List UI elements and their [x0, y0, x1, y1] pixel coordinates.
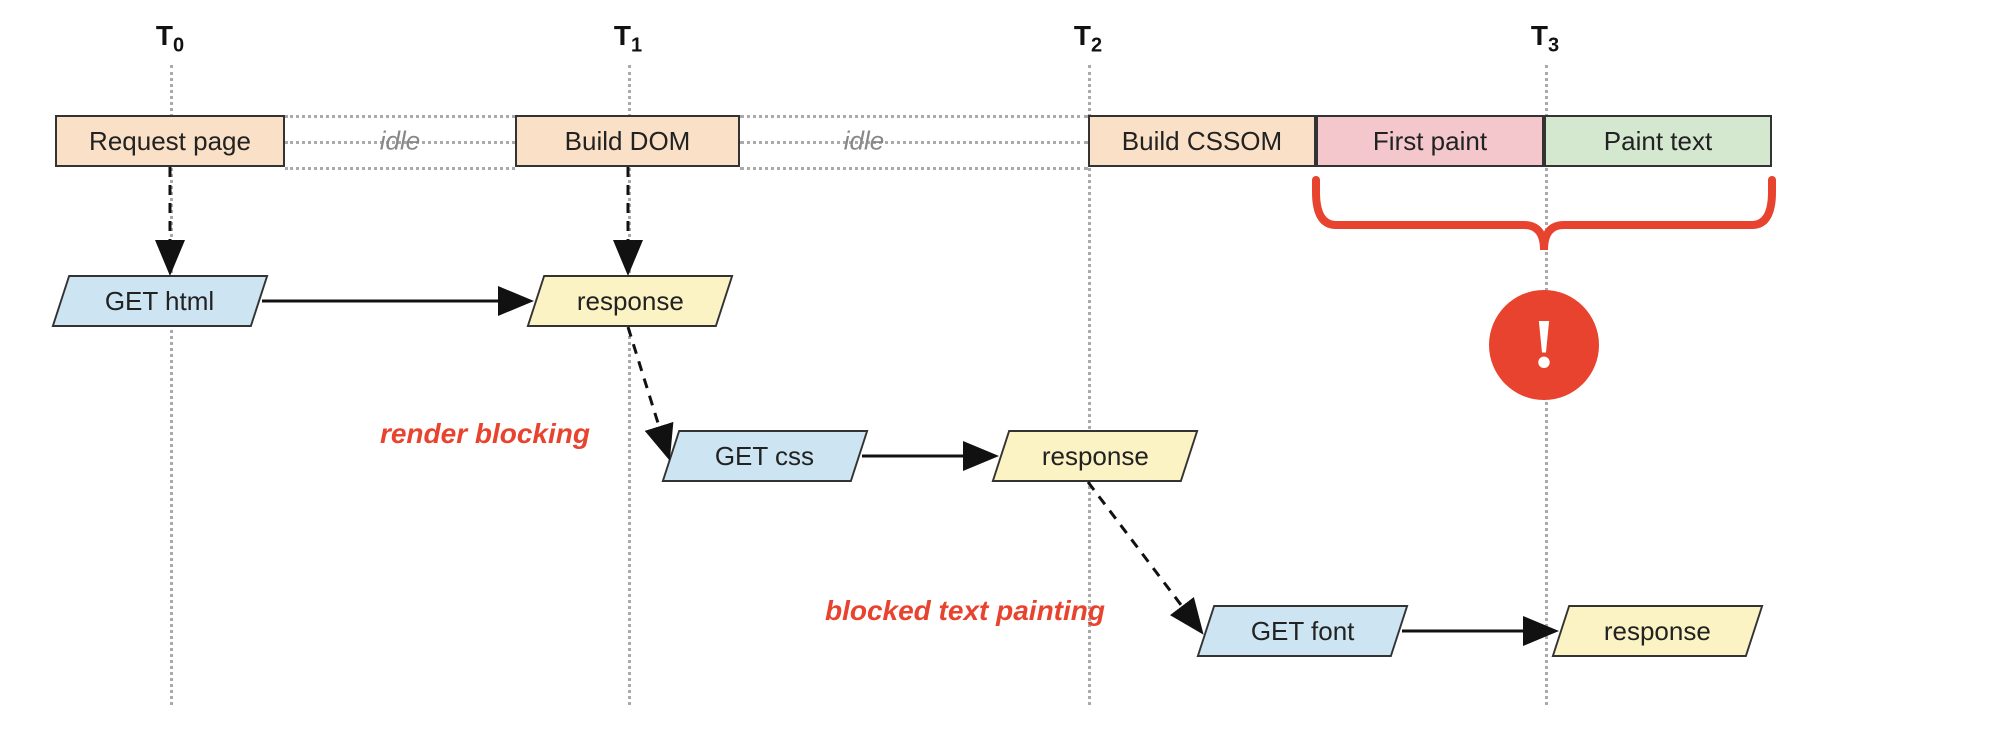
idle-label: idle [844, 126, 884, 157]
time-label: T3 [1531, 20, 1559, 58]
idle-label: idle [380, 126, 420, 157]
phase-label: Request page [89, 126, 251, 157]
phase-box: Build DOM [515, 115, 740, 167]
io-label: GET html [105, 286, 214, 317]
phase-label: Paint text [1604, 126, 1712, 157]
resp-font: response [1552, 605, 1764, 657]
phase-label: Build DOM [565, 126, 691, 157]
io-label: response [1042, 441, 1149, 472]
timeline-gap [285, 115, 515, 118]
resp-css: response [992, 430, 1199, 482]
phase-box: First paint [1316, 115, 1544, 167]
annotation-label: render blocking [290, 418, 590, 450]
alert-glyph: ! [1532, 310, 1555, 380]
brace [1316, 180, 1772, 250]
phase-label: Build CSSOM [1122, 126, 1282, 157]
time-label: T0 [156, 20, 184, 58]
resp-html: response [527, 275, 734, 327]
timeline-gap [740, 115, 1088, 118]
time-label: T2 [1074, 20, 1102, 58]
alert-icon: ! [1489, 290, 1599, 400]
io-label: GET css [715, 441, 814, 472]
phase-box: Paint text [1544, 115, 1772, 167]
get-html: GET html [52, 275, 269, 327]
time-label: T1 [614, 20, 642, 58]
get-font: GET font [1197, 605, 1409, 657]
io-label: GET font [1251, 616, 1355, 647]
timeline-gap [740, 141, 1088, 144]
io-label: response [577, 286, 684, 317]
phase-box: Request page [55, 115, 285, 167]
timeline-gap [740, 167, 1088, 170]
io-label: response [1604, 616, 1711, 647]
phase-box: Build CSSOM [1088, 115, 1316, 167]
get-css: GET css [662, 430, 869, 482]
timeline-gap [285, 167, 515, 170]
phase-label: First paint [1373, 126, 1487, 157]
diagram-canvas: T0 T1 T2 T3 Request page Build DOM Build CSSOM… [0, 0, 2000, 755]
annotation-label: blocked text painting [665, 595, 1105, 627]
